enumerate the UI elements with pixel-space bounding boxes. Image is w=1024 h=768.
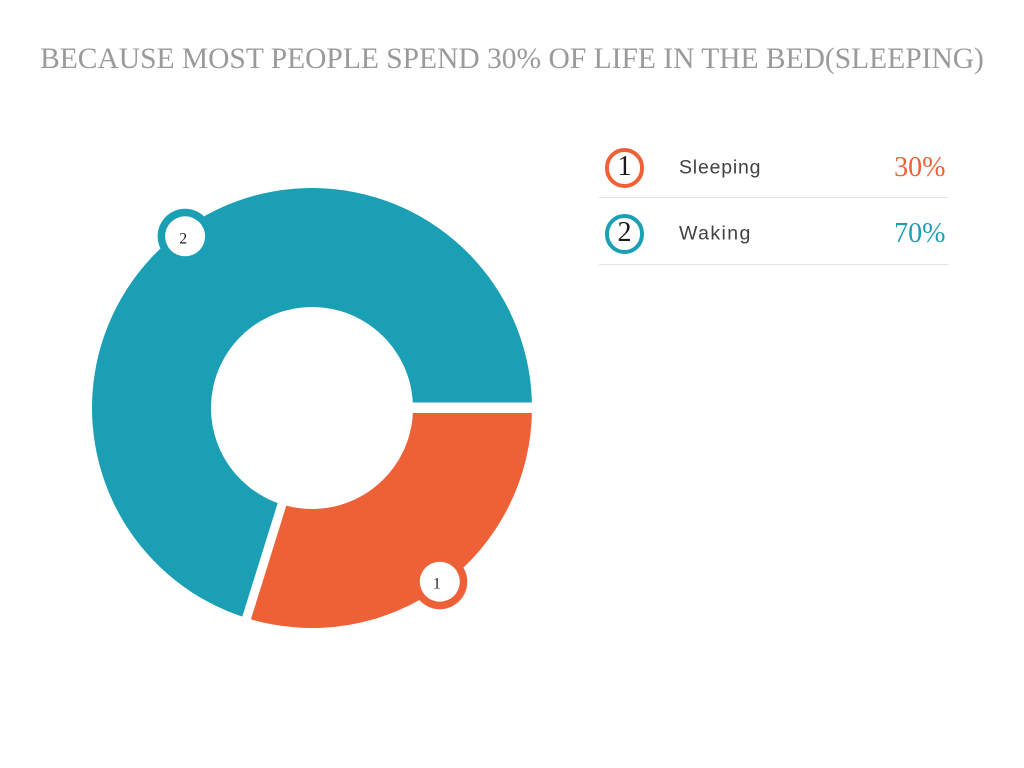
svg-text:2: 2 (179, 230, 187, 247)
svg-text:1: 1 (433, 576, 441, 593)
